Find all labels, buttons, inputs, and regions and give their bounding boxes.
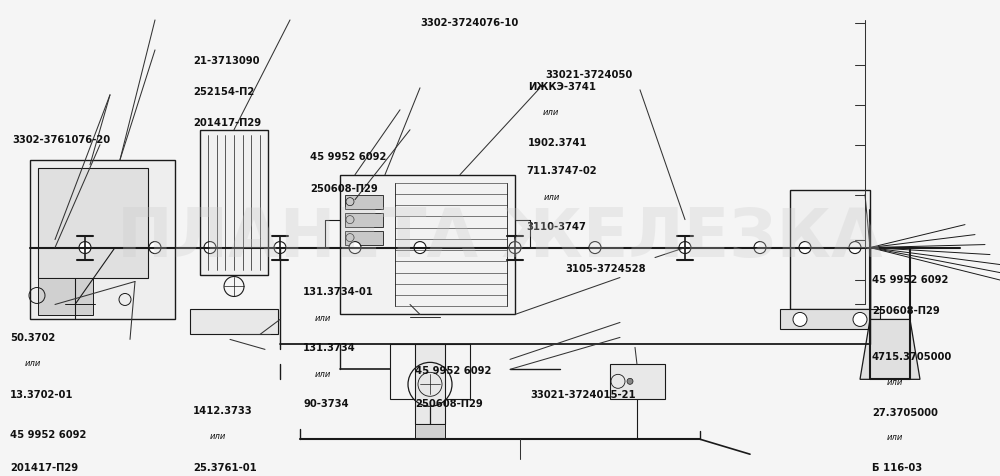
Text: 3302-3761076-20: 3302-3761076-20 <box>12 135 110 146</box>
Bar <box>345 213 383 227</box>
Text: или: или <box>543 109 559 118</box>
Text: 50.3702: 50.3702 <box>10 333 55 343</box>
Text: 1412.3733: 1412.3733 <box>193 406 253 416</box>
Circle shape <box>589 242 601 254</box>
Text: 201417-П29: 201417-П29 <box>193 118 261 128</box>
Bar <box>38 278 93 316</box>
Text: 45 9952 6092: 45 9952 6092 <box>415 366 491 376</box>
Circle shape <box>824 242 836 254</box>
Bar <box>38 168 148 278</box>
Text: 250608-П29: 250608-П29 <box>310 184 378 194</box>
Text: 45 9952 6092: 45 9952 6092 <box>310 152 386 162</box>
Text: или: или <box>887 378 903 387</box>
Text: ИЖКЭ-3741: ИЖКЭ-3741 <box>528 82 596 92</box>
Text: или: или <box>25 359 41 368</box>
Text: 33021-3724015-21: 33021-3724015-21 <box>530 390 636 400</box>
Text: 250608-П29: 250608-П29 <box>872 307 940 317</box>
Text: или: или <box>210 432 226 441</box>
Text: 711.3747-02: 711.3747-02 <box>526 166 597 176</box>
Circle shape <box>627 378 633 384</box>
Circle shape <box>799 242 811 254</box>
Text: ПЛАНЕТА ЖЕЛЕЗКА: ПЛАНЕТА ЖЕЛЕЗКА <box>117 205 883 270</box>
Circle shape <box>204 242 216 254</box>
Text: 27.3705000: 27.3705000 <box>872 407 938 417</box>
Bar <box>30 160 175 319</box>
Circle shape <box>793 312 807 327</box>
Text: Б 116-03: Б 116-03 <box>872 463 922 473</box>
Text: 13.3702-01: 13.3702-01 <box>10 390 74 400</box>
Bar <box>415 424 445 439</box>
Polygon shape <box>860 319 920 379</box>
Circle shape <box>149 242 161 254</box>
Circle shape <box>509 242 521 254</box>
Text: или: или <box>887 433 903 442</box>
Text: 21-3713090: 21-3713090 <box>193 56 260 66</box>
Circle shape <box>349 242 361 254</box>
Text: 250608-П29: 250608-П29 <box>415 399 483 409</box>
Bar <box>345 230 383 245</box>
Bar <box>340 175 515 315</box>
Text: 131.3734: 131.3734 <box>303 343 356 353</box>
Bar <box>780 309 880 329</box>
Text: 90-3734: 90-3734 <box>303 399 349 409</box>
Circle shape <box>754 242 766 254</box>
Bar <box>345 195 383 208</box>
Text: 4715.3705000: 4715.3705000 <box>872 352 952 362</box>
Text: или: или <box>315 370 331 379</box>
Text: 3110-3747: 3110-3747 <box>526 222 586 232</box>
Circle shape <box>853 312 867 327</box>
Text: 252154-П2: 252154-П2 <box>193 87 254 97</box>
Text: 45 9952 6092: 45 9952 6092 <box>872 275 948 285</box>
Text: 1902.3741: 1902.3741 <box>528 138 588 148</box>
Bar <box>415 345 445 424</box>
Bar <box>790 189 870 309</box>
Text: или: или <box>315 314 331 323</box>
Text: или: или <box>544 193 560 202</box>
Circle shape <box>274 242 286 254</box>
Text: 201417-П29: 201417-П29 <box>10 463 78 473</box>
Bar <box>200 130 268 275</box>
Circle shape <box>849 242 861 254</box>
Text: 33021-3724050: 33021-3724050 <box>545 70 632 80</box>
Text: 25.3761-01: 25.3761-01 <box>193 463 257 473</box>
Text: 131.3734-01: 131.3734-01 <box>303 287 374 297</box>
Circle shape <box>79 242 91 254</box>
Bar <box>190 309 278 335</box>
Circle shape <box>414 242 426 254</box>
Bar <box>610 364 665 399</box>
Bar <box>390 345 470 399</box>
Text: 3105-3724528: 3105-3724528 <box>565 264 646 274</box>
Text: 45 9952 6092: 45 9952 6092 <box>10 430 86 440</box>
Text: 3302-3724076-10: 3302-3724076-10 <box>420 18 518 28</box>
Circle shape <box>679 242 691 254</box>
